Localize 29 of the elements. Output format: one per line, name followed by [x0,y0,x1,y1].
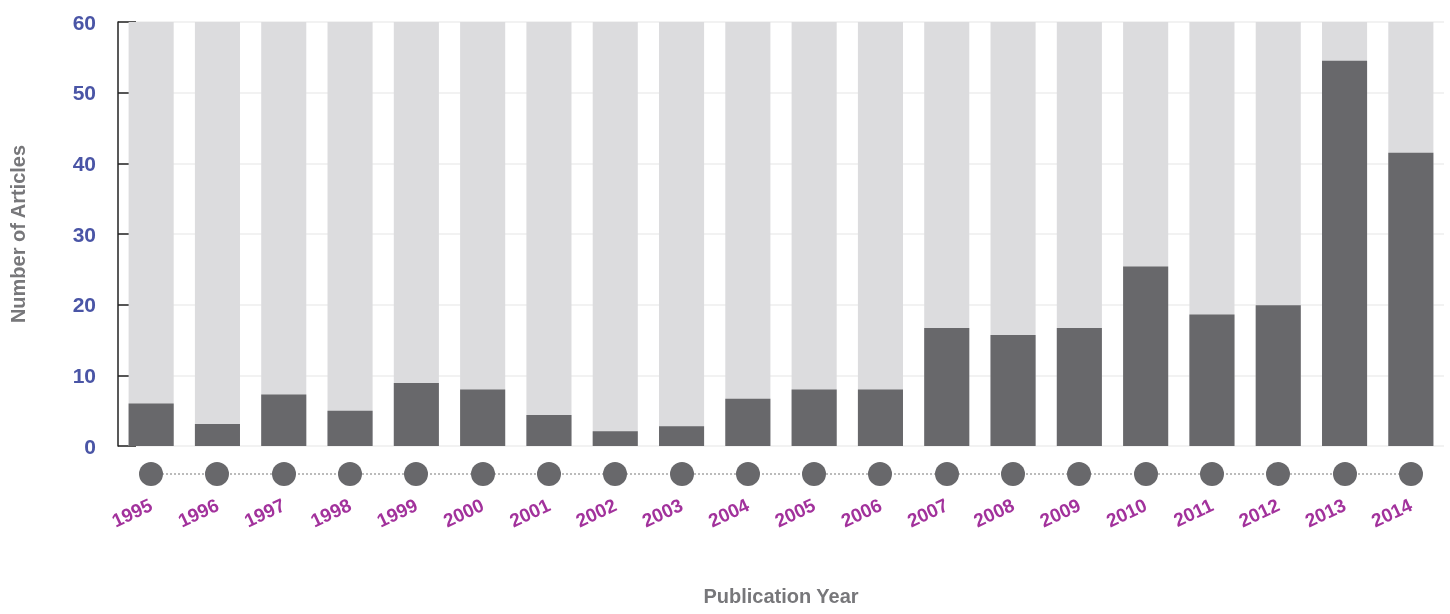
x-tick-label: 2008 [970,494,1018,532]
x-tick-label: 2001 [506,494,554,532]
x-tick-label: 2006 [837,494,885,532]
y-axis-title: Number of Articles [7,144,29,324]
y-tick-label: 50 [72,81,96,105]
x-tick-label: 1998 [307,494,355,532]
x-tick-label: 2004 [705,494,753,532]
y-tick-label: 40 [72,151,96,175]
x-tick-label: 2003 [638,494,686,532]
x-tick-label: 2012 [1235,494,1283,532]
x-tick-label: 2005 [771,494,819,532]
y-tick-label: 60 [72,10,96,34]
x-tick-label: 1999 [373,494,421,532]
y-tick-label: 20 [72,293,96,317]
y-tick-label: 30 [72,222,96,246]
x-tick-label: 2009 [1036,494,1084,532]
x-tick-label: 1995 [108,494,156,532]
x-tick-label: 2011 [1170,494,1217,531]
x-tick-label: 2010 [1102,494,1151,532]
x-tick-label: 2000 [439,494,488,532]
x-tick-label: 2002 [572,494,620,532]
x-tick-label: 2014 [1368,494,1416,532]
y-tick-label: 10 [72,363,96,387]
x-tick-label: 1997 [241,494,289,532]
x-tick-label: 2013 [1301,494,1349,532]
y-tick-label: 0 [84,434,96,458]
x-tick-label: 2007 [904,494,952,532]
x-axis-title: Publication Year [703,585,859,607]
x-tick-label: 1996 [174,494,222,532]
